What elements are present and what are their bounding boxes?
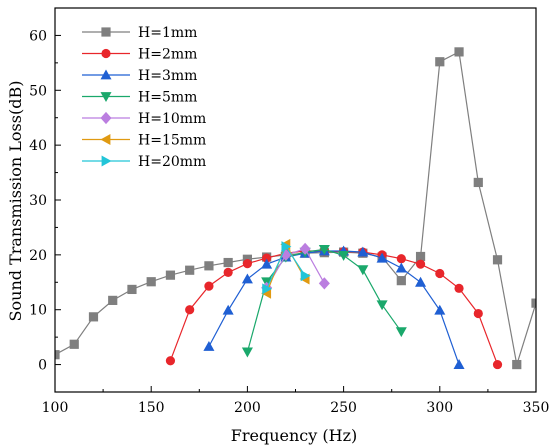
legend: H=1mm H=2mm H=3mm H=5mm H=10mm H=15mm H=20mm	[82, 25, 206, 170]
series-2-point	[454, 283, 464, 293]
series-1-point	[55, 350, 60, 360]
series-2-point	[204, 281, 214, 291]
legend-marker	[101, 48, 111, 59]
legend-label: H=5mm	[138, 90, 197, 106]
legend-label: H=1mm	[138, 25, 197, 41]
series-1-point	[204, 261, 214, 271]
series-1-point	[185, 265, 195, 275]
series-1-point	[146, 277, 156, 287]
series-line-1	[55, 50, 536, 365]
series-3-point	[357, 246, 369, 257]
series-2-point	[185, 305, 195, 315]
series-4-point	[318, 244, 330, 255]
legend-marker	[100, 133, 111, 146]
legend-marker	[100, 69, 112, 80]
series-4-point	[376, 300, 388, 311]
series-3-point	[222, 304, 234, 315]
plot-frame	[54, 7, 537, 393]
series-3-point	[203, 340, 215, 351]
series-3-point	[241, 273, 253, 284]
series-2-point	[242, 259, 252, 269]
series-2-point	[435, 268, 445, 279]
series-3-point	[395, 262, 407, 273]
series-1-point	[473, 177, 483, 188]
series-1-point	[223, 257, 233, 268]
x-tick-label: 150	[138, 400, 165, 416]
y-tick-label: 60	[29, 28, 47, 44]
y-tick-label: 50	[29, 83, 47, 99]
series-1-point	[415, 251, 426, 262]
x-tick-label: 300	[426, 400, 453, 416]
x-axis-title: Frequency (Hz)	[231, 426, 358, 445]
plot-area: 100 150 200 250 300 350 0 10 20 30 40 50 60	[29, 7, 550, 416]
series-1-point	[396, 276, 406, 286]
series-4-point	[357, 265, 369, 276]
x-tick-label: 250	[330, 400, 357, 416]
legend-label: H=10mm	[138, 111, 206, 127]
series-2-point	[223, 267, 233, 278]
series-2-point	[262, 253, 272, 263]
series-1-point	[69, 339, 79, 349]
series-4-point	[395, 327, 407, 338]
y-tick-label: 0	[38, 358, 47, 374]
series-line-3	[208, 250, 460, 365]
series-2-point	[165, 356, 176, 366]
series-2-point	[473, 308, 483, 319]
series-2-point	[492, 359, 503, 370]
series-3-point	[376, 252, 388, 263]
series-3-point	[415, 276, 427, 287]
legend-label: H=20mm	[138, 154, 206, 170]
x-tick-label: 100	[42, 400, 69, 416]
series-1-point	[512, 359, 522, 370]
series-5-point	[318, 277, 330, 290]
series-line-2	[169, 250, 499, 365]
series-2-point	[396, 254, 406, 264]
x-tick-label: 200	[234, 400, 261, 416]
legend-marker	[101, 155, 112, 167]
series-1-point	[88, 312, 99, 322]
series-7-point	[300, 270, 311, 282]
series-3-point	[261, 258, 273, 269]
legend-marker	[100, 111, 112, 125]
series-7-point	[262, 283, 273, 295]
series-group	[55, 47, 536, 370]
series-3-point	[434, 304, 446, 315]
y-axis-title: Sound Transmission Loss(dB)	[6, 81, 25, 322]
legend-label: H=15mm	[138, 133, 206, 149]
series-1-point	[108, 295, 118, 305]
legend-label: H=2mm	[138, 47, 197, 63]
series-line-5	[266, 248, 325, 289]
series-1-point	[435, 57, 445, 67]
legend-marker	[101, 27, 111, 37]
x-tick-label: 350	[523, 400, 550, 416]
y-tick-label: 40	[29, 138, 47, 154]
series-1-point	[127, 284, 137, 295]
legend-label: H=3mm	[138, 68, 197, 84]
series-1-point	[454, 47, 464, 57]
series-5-point	[299, 242, 311, 255]
series-4-point	[241, 347, 253, 358]
series-1-point	[492, 255, 503, 265]
y-tick-label: 20	[29, 248, 47, 264]
series-3-point	[453, 359, 465, 369]
series-1-point	[165, 270, 176, 280]
series-1-point	[531, 298, 536, 308]
y-tick-label: 10	[29, 303, 47, 319]
legend-marker	[100, 92, 112, 103]
series-2-point	[415, 259, 426, 269]
y-tick-label: 30	[29, 193, 47, 209]
series-4-point	[338, 250, 350, 261]
series-7-point	[281, 241, 292, 253]
